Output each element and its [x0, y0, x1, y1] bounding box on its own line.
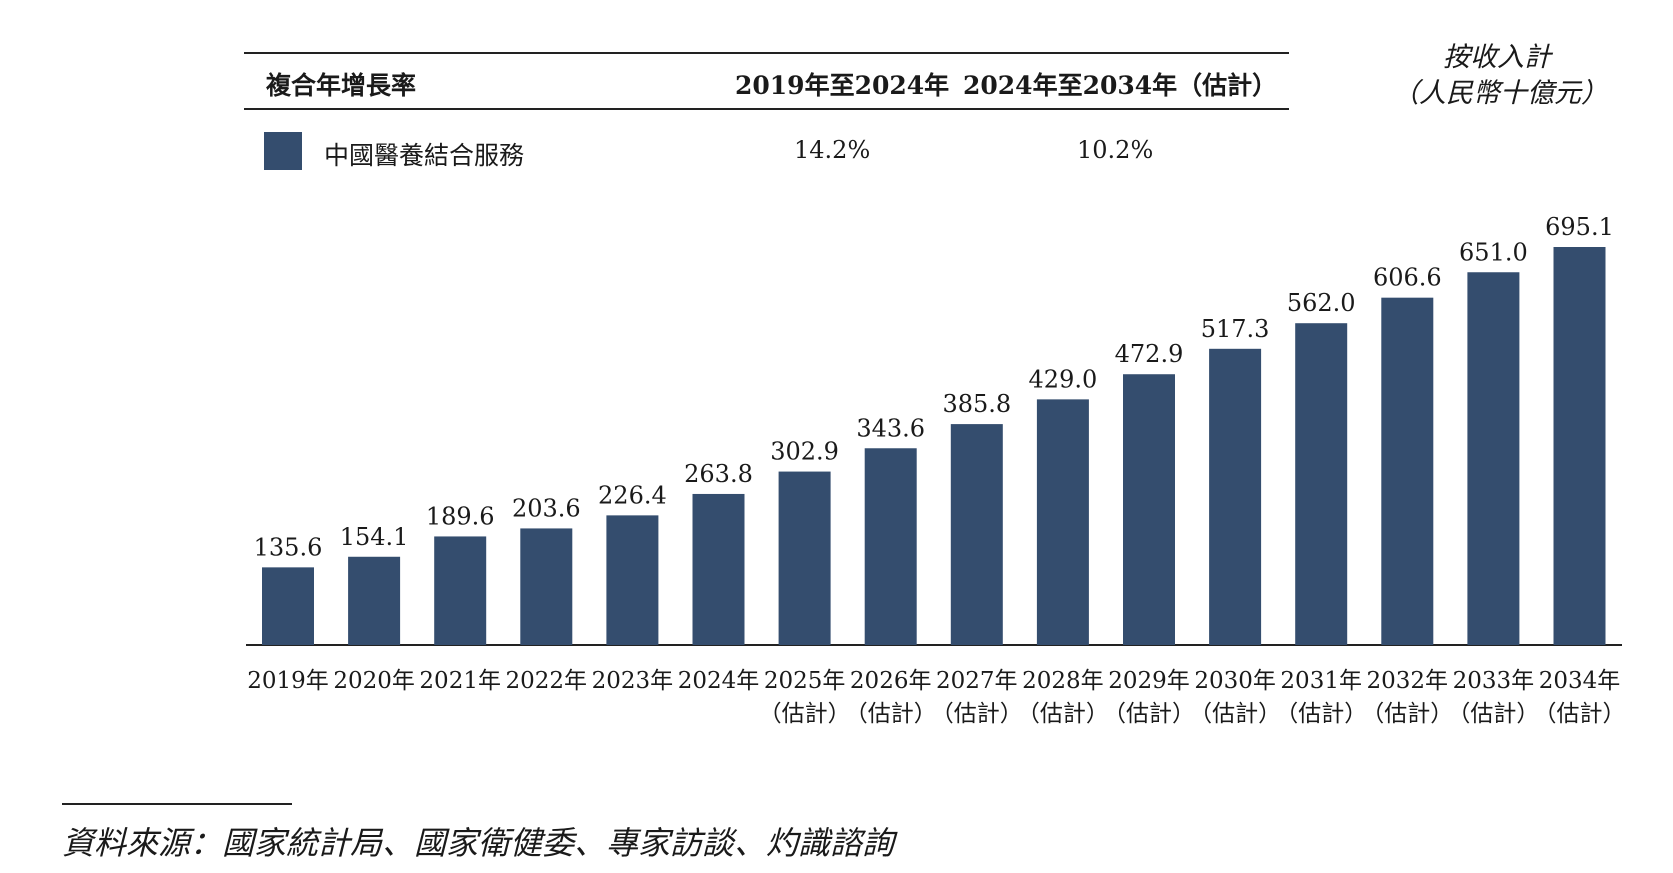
x-tick-label: （估計） [1189, 701, 1281, 727]
bar [1036, 399, 1089, 645]
cagr-col1-value: 14.2% [794, 136, 871, 164]
bar [1295, 323, 1348, 645]
x-tick-label: 2028年 [1022, 668, 1104, 694]
bar-value-label: 385.8 [942, 390, 1011, 418]
x-tick-label: （估計） [1017, 701, 1109, 727]
cagr-row: 中國醫養結合服務 14.2% 10.2% [244, 132, 1289, 176]
cagr-col1-header: 2019年至2024年 [735, 71, 950, 100]
cagr-header-label: 複合年增長率 [266, 71, 417, 100]
bar [520, 528, 573, 645]
x-tick-label: 2033年 [1453, 668, 1535, 694]
x-tick-label: （估計） [1447, 701, 1539, 727]
legend-swatch [264, 132, 302, 170]
bar-value-label: 429.0 [1029, 365, 1098, 393]
bar-value-label: 695.1 [1545, 213, 1614, 241]
x-tick-label: 2027年 [936, 668, 1018, 694]
x-tick-label: 2030年 [1194, 668, 1276, 694]
bar [778, 471, 831, 645]
x-tick-label: 2029年 [1108, 668, 1190, 694]
bar-value-label: 302.9 [770, 438, 839, 466]
table-top-rule [244, 52, 1289, 54]
bar-value-label: 472.9 [1115, 340, 1184, 368]
bar-value-label: 189.6 [426, 502, 495, 530]
bar-value-label: 203.6 [512, 494, 581, 522]
x-tick-label: （估計） [1103, 701, 1195, 727]
x-tick-label: 2019年 [247, 668, 329, 694]
bar-value-label: 263.8 [684, 460, 753, 488]
bar [1123, 374, 1175, 645]
bar [262, 567, 314, 645]
x-tick-label: 2023年 [592, 668, 674, 694]
x-tick-label: 2022年 [506, 668, 588, 694]
x-tick-label: （估計） [1534, 701, 1626, 727]
bar [692, 493, 745, 645]
bar [950, 424, 1003, 645]
bar [864, 448, 917, 645]
x-tick-label: （估計） [1361, 701, 1453, 727]
cagr-col2-header: 2024年至2034年（估計） [963, 71, 1278, 100]
cagr-col2-value: 10.2% [1077, 136, 1154, 164]
x-tick-label: 2025年 [764, 668, 846, 694]
unit-label-line1: 按收入計 [1443, 42, 1551, 73]
bar [1381, 297, 1434, 645]
x-tick-label: 2021年 [419, 668, 501, 694]
legend-series-name: 中國醫養結合服務 [324, 141, 525, 170]
bar-value-label: 343.6 [856, 414, 925, 442]
unit-label: 按收入計 （人民幣十億元） [1392, 40, 1608, 112]
bar-value-label: 606.6 [1373, 264, 1442, 292]
x-tick-label: 2034年 [1539, 668, 1621, 694]
bar [606, 515, 659, 645]
bar-value-label: 135.6 [254, 533, 323, 561]
bar-value-label: 154.1 [340, 523, 409, 551]
x-tick-label: 2020年 [333, 668, 415, 694]
x-tick-label: （估計） [845, 701, 937, 727]
x-tick-label: （估計） [759, 701, 851, 727]
bar-value-label: 226.4 [598, 481, 667, 509]
bar-value-label: 651.0 [1459, 238, 1528, 266]
bar [1467, 272, 1520, 645]
bar [1209, 348, 1262, 645]
bar-value-label: 562.0 [1287, 289, 1356, 317]
x-tick-label: 2024年 [678, 668, 760, 694]
bar [1553, 247, 1606, 645]
bar [348, 556, 401, 645]
x-tick-label: 2026年 [850, 668, 932, 694]
x-tick-label: 2032年 [1367, 668, 1449, 694]
table-header-rule [244, 108, 1289, 110]
unit-label-line2: （人民幣十億元） [1392, 78, 1608, 109]
source-note: 資料來源：國家統計局、國家衛健委、專家訪談、灼識諮詢 [62, 824, 895, 862]
x-tick-label: （估計） [931, 701, 1023, 727]
bar-value-label: 517.3 [1201, 315, 1270, 343]
source-rule [62, 803, 292, 805]
bar [434, 536, 487, 645]
x-tick-label: （估計） [1275, 701, 1367, 727]
x-tick-label: 2031年 [1280, 668, 1362, 694]
